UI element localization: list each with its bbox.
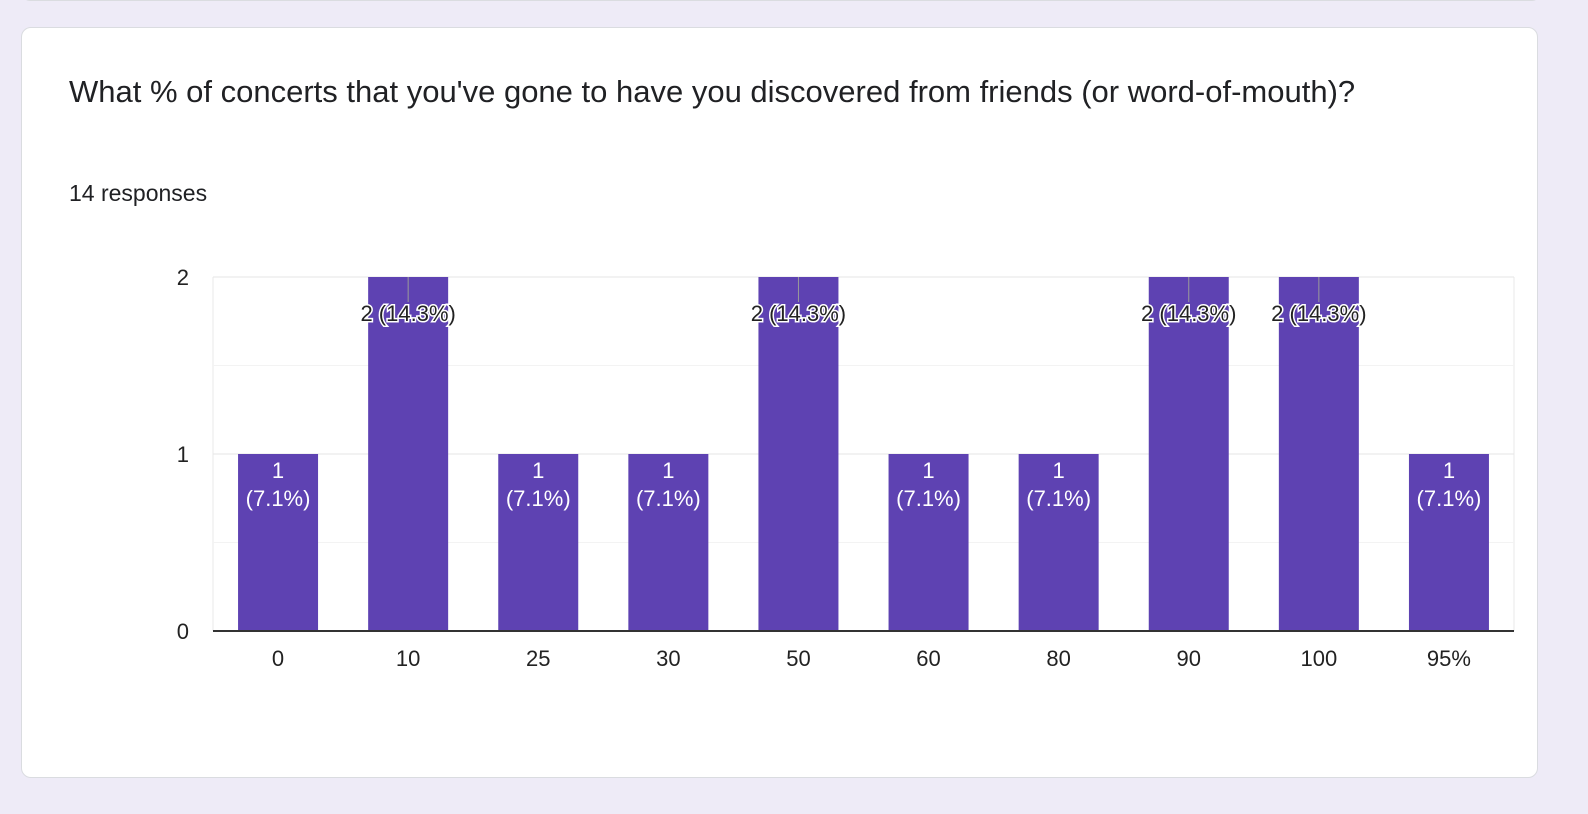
x-tick-label: 30 <box>656 646 680 671</box>
bar-25 <box>498 454 579 631</box>
x-tick-label: 100 <box>1300 646 1337 671</box>
x-tick-label: 25 <box>526 646 550 671</box>
bar-80 <box>1018 454 1099 631</box>
bar-50 <box>758 277 839 631</box>
bar-30 <box>628 454 709 631</box>
bar-90 <box>1148 277 1229 631</box>
x-tick-label: 10 <box>396 646 420 671</box>
y-tick-label: 1 <box>177 442 189 467</box>
x-tick-label: 90 <box>1177 646 1201 671</box>
bar-95pct <box>1408 454 1489 631</box>
data-label: 1 (7.1%) <box>1026 458 1091 511</box>
y-tick-label: 2 <box>177 265 189 290</box>
data-label: 2 (14.3%) <box>1141 301 1236 326</box>
x-tick-label: 50 <box>786 646 810 671</box>
x-tick-label: 0 <box>272 646 284 671</box>
response-count: 14 responses <box>69 180 208 206</box>
data-label: 1 (7.1%) <box>246 458 311 511</box>
data-label: 2 (14.3%) <box>751 301 846 326</box>
x-tick-label: 80 <box>1046 646 1070 671</box>
x-tick-label: 60 <box>916 646 940 671</box>
bar-10 <box>368 277 449 631</box>
bar-60 <box>888 454 969 631</box>
data-label: 1 (7.1%) <box>896 458 961 511</box>
data-label: 2 (14.3%) <box>1271 301 1366 326</box>
data-label: 1 (7.1%) <box>506 458 571 511</box>
data-label: 1 (7.1%) <box>1417 458 1482 511</box>
x-tick-label: 95% <box>1427 646 1471 671</box>
bar-0 <box>238 454 319 631</box>
data-label: 2 (14.3%) <box>360 301 455 326</box>
data-label: 1 (7.1%) <box>636 458 701 511</box>
bar-100 <box>1278 277 1359 631</box>
y-tick-label: 0 <box>177 619 189 644</box>
question-title: What % of concerts that you've gone to h… <box>69 74 1356 109</box>
